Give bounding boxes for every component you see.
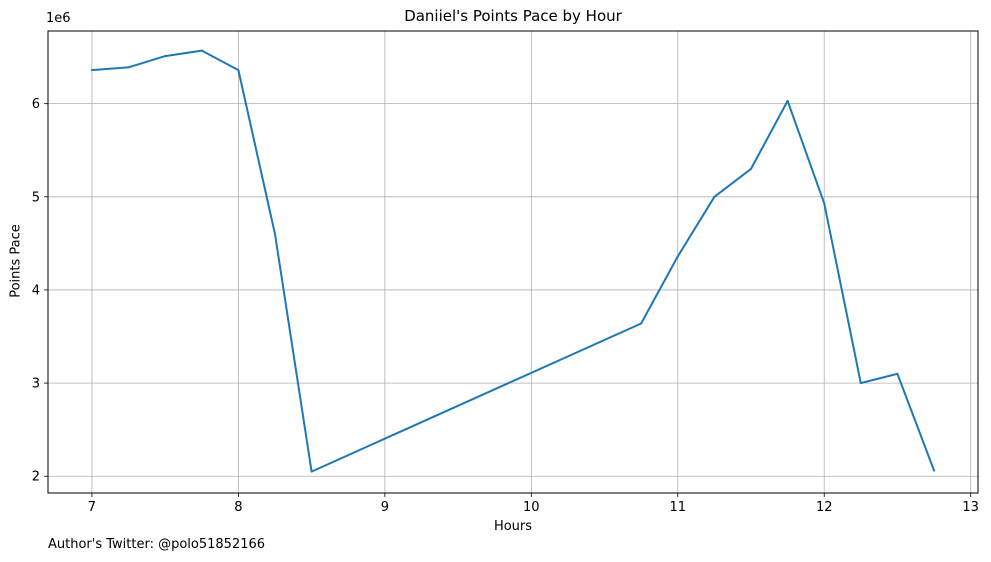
x-axis-label: Hours [493, 519, 533, 534]
y-tick-label: 2 [32, 470, 40, 485]
data-point [676, 255, 679, 258]
x-tick-label: 11 [669, 500, 686, 515]
y-axis-label: Points Pace [8, 224, 24, 298]
x-tick-label: 10 [523, 500, 540, 515]
x-tick-label: 9 [381, 500, 389, 515]
grid-lines [48, 31, 978, 493]
y-tick-label: 4 [32, 283, 40, 298]
data-point [200, 49, 203, 52]
data-point [237, 69, 240, 72]
data-point [310, 470, 313, 473]
data-point [933, 469, 936, 472]
x-tick-label: 13 [962, 500, 979, 515]
y-axis-offset-label: 1e6 [46, 11, 71, 26]
x-tick-label: 8 [234, 500, 242, 515]
y-tick-label: 3 [32, 377, 40, 392]
x-tick-label: 7 [88, 500, 96, 515]
axis-ticks: 7 8 9 10 11 12 13 2 3 4 5 6 [32, 97, 979, 515]
x-tick-label: 12 [816, 500, 833, 515]
y-tick-label: 5 [32, 190, 40, 205]
data-point [274, 233, 277, 236]
plot-frame [47, 30, 979, 494]
y-tick-label: 6 [32, 97, 40, 112]
chart-title: Daniiel's Points Pace by Hour [404, 7, 622, 25]
data-point [749, 167, 752, 170]
data-point [823, 202, 826, 205]
data-point [859, 382, 862, 385]
data-point [896, 372, 899, 375]
author-credit: Author's Twitter: @polo51852166 [48, 537, 266, 552]
data-point [127, 66, 130, 69]
data-point [164, 55, 167, 58]
series-line [91, 49, 936, 473]
series-group [90, 49, 936, 473]
data-point [713, 195, 716, 198]
data-point [786, 99, 789, 102]
data-point [640, 322, 643, 325]
data-point [90, 69, 93, 72]
